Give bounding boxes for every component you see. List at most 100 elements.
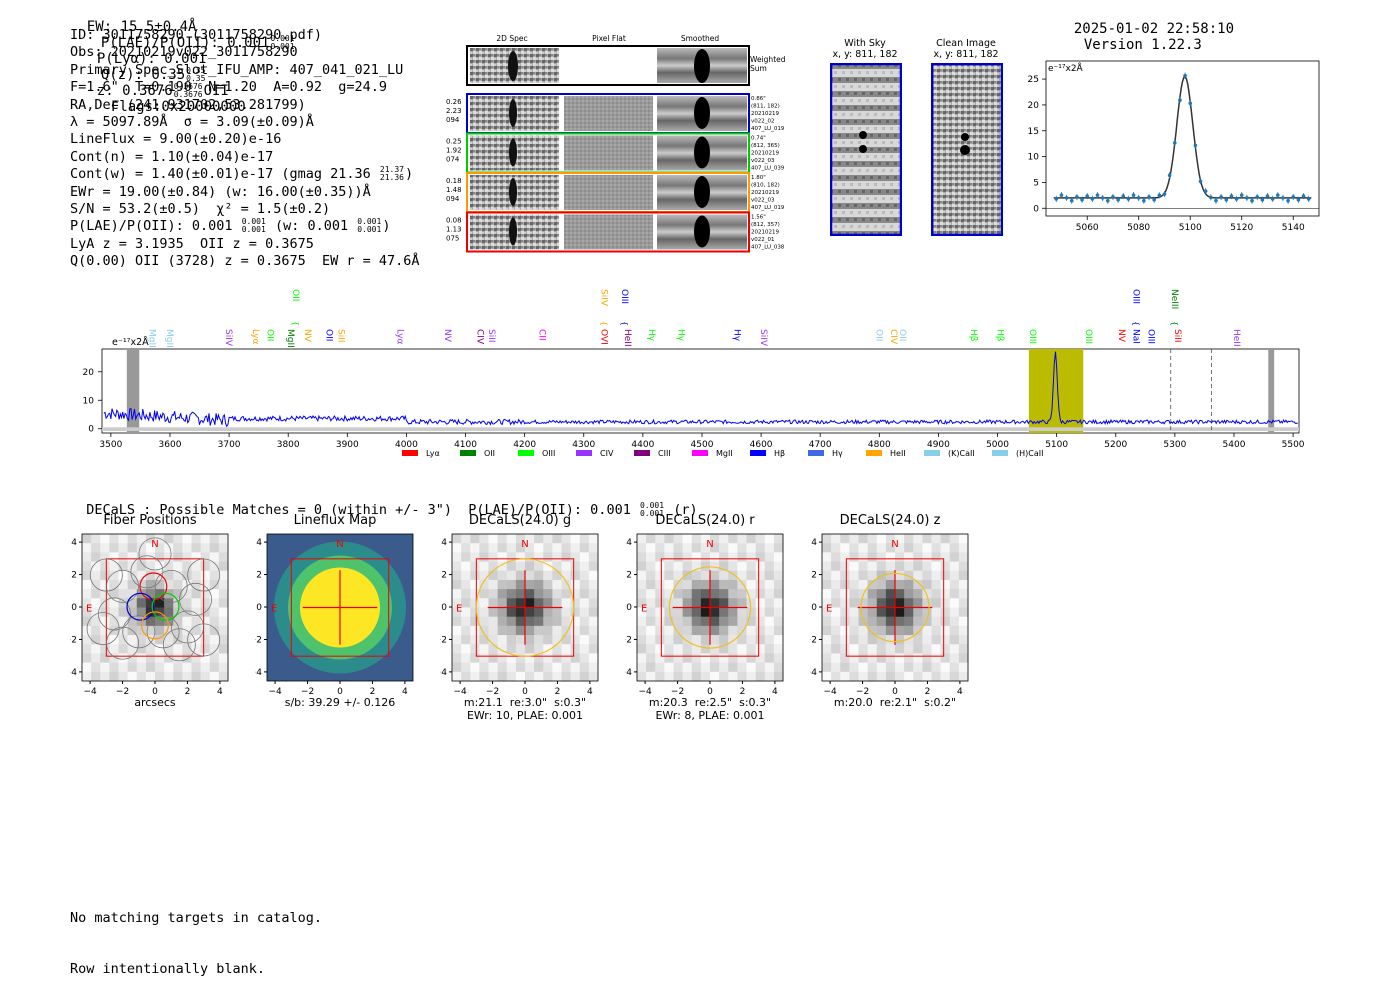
full-spectrum-chart: MgII{MgII{SiIV{Lyα{OII{MgII{OII{NV{OII{S… xyxy=(83,289,1305,458)
north-label: N xyxy=(891,539,898,550)
spectral-line-label: OIII xyxy=(1027,329,1037,344)
zoom-data-point xyxy=(1100,196,1105,200)
panel-ytick: 4 xyxy=(626,538,632,548)
legend-label: OII xyxy=(484,449,495,458)
fiber-circle xyxy=(187,558,221,592)
legend-item: Lyα xyxy=(402,449,440,458)
panel-xtick: −4 xyxy=(268,687,282,697)
fiber-circle xyxy=(130,555,164,589)
decals-title-end: (r) xyxy=(673,502,698,518)
ew-value: EW: 15.5±0.4Å xyxy=(86,19,197,35)
cutout-row-right-label: v022_03 xyxy=(751,158,775,164)
cutout-row-right-label: 407_LU_039 xyxy=(751,166,785,172)
zoom-ytick: 25 xyxy=(1028,75,1039,85)
zoom-data-point xyxy=(1214,198,1218,203)
plae-lo: 0.001 xyxy=(270,42,295,51)
panel-xtick: −4 xyxy=(83,687,97,697)
spectrum-ytick: 0 xyxy=(88,425,94,435)
cutout-row-right-label: v022_02 xyxy=(751,119,775,125)
cutout-row-left-label: 074 xyxy=(446,156,460,164)
legend-label: CIV xyxy=(600,449,614,458)
panel-xtick: −2 xyxy=(116,687,129,697)
col-smooth-label: Smoothed xyxy=(681,34,720,43)
info-contw-text: Cont(w) = 1.40(±0.01)e-17 (gmag 21.36 xyxy=(70,166,371,183)
zoom-data-point xyxy=(1116,197,1120,202)
panel-ytick: 2 xyxy=(441,571,447,581)
info-plae-w: (w: 0.001 xyxy=(274,218,349,235)
spectrum-ytick: 10 xyxy=(83,396,95,406)
legend-label: (H)CaII xyxy=(1016,449,1043,458)
fiber-circle xyxy=(106,626,140,660)
cutout-row-right-label: 0.74" xyxy=(751,136,766,142)
fiber-highlight xyxy=(151,592,180,621)
with-sky-header: With Sky x, y: 811, 182 xyxy=(820,38,910,60)
cutout-row-right-label: (812, 365) xyxy=(751,143,780,149)
cutout-row-left-label: 075 xyxy=(446,235,459,243)
panel-xtick: −2 xyxy=(486,687,499,697)
legend-item: OII xyxy=(460,449,495,458)
panel-title: Fiber Positions xyxy=(103,513,197,528)
zoom-data-point xyxy=(1291,195,1296,199)
spectral-line-label: MgII xyxy=(285,329,295,348)
zoom-data-point xyxy=(1219,195,1223,199)
cutout-row-left-label: 094 xyxy=(446,116,460,124)
cutout-row-right-label: 20210219 xyxy=(751,111,779,117)
decals-panel-3: N E 4 2 0 −2 −4 −4 −2 0 2 4 xyxy=(625,533,784,697)
zoom-data-point xyxy=(1234,197,1239,201)
zoom-data-point xyxy=(1296,197,1301,202)
info-plae: P(LAE)/P(OII): 0.001 0.001 0.001 (w: 0.00… xyxy=(70,218,420,235)
cutout-row-right-label: 407_LU_038 xyxy=(751,245,785,251)
zoom-data-point xyxy=(1178,98,1182,102)
clean-title: Clean Image xyxy=(936,38,996,49)
legend-swatch xyxy=(518,450,534,456)
info-plae-text: P(LAE)/P(OII): 0.001 xyxy=(70,218,233,235)
legend-swatch xyxy=(866,450,882,456)
cutout-row-right-label: 407_LU_019 xyxy=(751,205,785,211)
spectrum-xtick: 5000 xyxy=(986,440,1009,450)
info-plae-lo: 0.001 xyxy=(241,225,266,235)
qz-hi: 0.35 xyxy=(186,66,206,75)
version: Version 1.22.3 xyxy=(1083,37,1202,53)
spectral-line-label: HeII xyxy=(622,329,632,347)
north-label: N xyxy=(151,539,158,550)
zoom-data-point xyxy=(1147,195,1151,199)
panel-ytick: −2 xyxy=(810,635,817,645)
info-fparams: F=1.6" T=0.190 N=1.20 A=0.92 g=24.9 xyxy=(70,79,387,96)
panel-ytick: 2 xyxy=(626,571,632,581)
panel-ytick: 4 xyxy=(441,538,447,548)
panel-xtick: 2 xyxy=(370,687,376,697)
cutout-row-right-label: 20210219 xyxy=(751,190,779,196)
panel-caption-2: EWr: 8, PLAE: 0.001 xyxy=(655,709,765,722)
weighted-label-2: Sum xyxy=(750,64,767,73)
legend-swatch xyxy=(460,450,476,456)
panel-xtick: 4 xyxy=(217,687,223,697)
zoom-fit-curve xyxy=(1053,75,1312,199)
zoom-data-point xyxy=(1209,195,1213,200)
fiber-circle xyxy=(89,558,123,592)
fiber-circle xyxy=(106,569,140,603)
legend-label: OIII xyxy=(542,449,555,458)
spectral-line-label: SiIV xyxy=(223,329,233,347)
info-plae-w-lo: 0.001 xyxy=(357,225,382,235)
spectral-line-bracket: { xyxy=(1132,321,1141,326)
north-label: N xyxy=(706,539,713,550)
spectrum-ytick: 20 xyxy=(83,368,95,378)
spectral-line-label: OII xyxy=(324,329,334,341)
zoom-data-point xyxy=(1064,196,1069,200)
spectral-line-label: SiIV xyxy=(758,329,768,347)
zoom-data-point xyxy=(1126,197,1131,201)
spectral-line-label: NV xyxy=(302,329,312,343)
legend-item: Hβ xyxy=(750,449,785,458)
panel-xtick: 0 xyxy=(707,687,713,697)
zoom-data-point xyxy=(1193,143,1198,148)
cutout-row-left-label: 2.23 xyxy=(446,107,462,115)
spectral-line-label: OII xyxy=(290,289,300,301)
panel-ytick: −2 xyxy=(70,635,77,645)
zoom-data-point xyxy=(1121,194,1126,198)
zoom-data-point xyxy=(1245,196,1249,200)
zoom-ytick: 0 xyxy=(1033,204,1039,214)
spectral-line-label: OII xyxy=(873,329,883,341)
info-plae-hi: 0.001 xyxy=(241,217,266,227)
fiber-circle xyxy=(162,628,196,662)
